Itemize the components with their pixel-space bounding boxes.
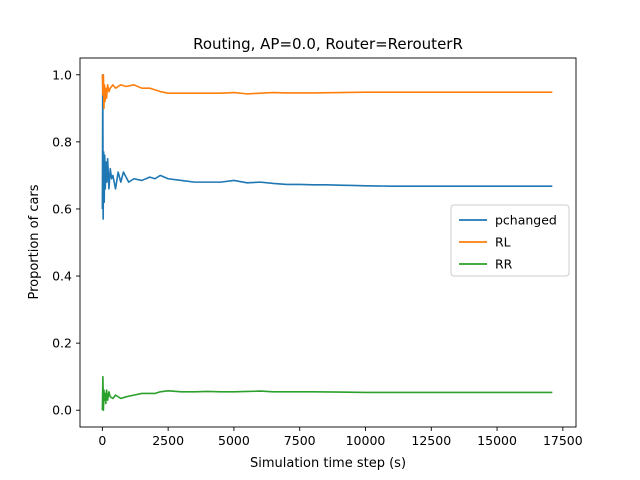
x-tick-label: 7500 — [284, 433, 316, 448]
y-tick-label: 0.6 — [52, 201, 72, 216]
series-line-pchanged — [101, 73, 553, 220]
series-line-RR — [101, 375, 553, 412]
legend-label-RL: RL — [495, 235, 511, 250]
legend-label-pchanged: pchanged — [495, 213, 557, 228]
x-tick-label: 12500 — [411, 433, 451, 448]
y-tick-label: 0.0 — [52, 403, 72, 418]
series-line-RL — [101, 73, 553, 110]
x-tick-label: 10000 — [346, 433, 386, 448]
axes-frame — [79, 57, 577, 428]
legend-label-RR: RR — [495, 257, 513, 272]
y-axis-label: Proportion of cars — [27, 184, 42, 299]
x-tick-label: 5000 — [218, 433, 250, 448]
y-tick-label: 1.0 — [52, 67, 72, 82]
plot-area: 0 2500 5000 7500 10000 12500 15000 17500 0.0 0.2 0… — [52, 57, 583, 448]
y-tick-label: 0.4 — [52, 269, 72, 284]
x-tick-label: 17500 — [543, 433, 583, 448]
x-tick-label: 0 — [98, 433, 106, 448]
chart-title: Routing, AP=0.0, Router=RerouterR — [193, 35, 463, 53]
x-tick-label: 15000 — [477, 433, 517, 448]
y-tick-label: 0.2 — [52, 336, 72, 351]
x-tick-label: 2500 — [152, 433, 184, 448]
x-axis-label: Simulation time step (s) — [250, 456, 406, 471]
legend-box — [450, 204, 570, 277]
y-tick-label: 0.8 — [52, 134, 72, 149]
